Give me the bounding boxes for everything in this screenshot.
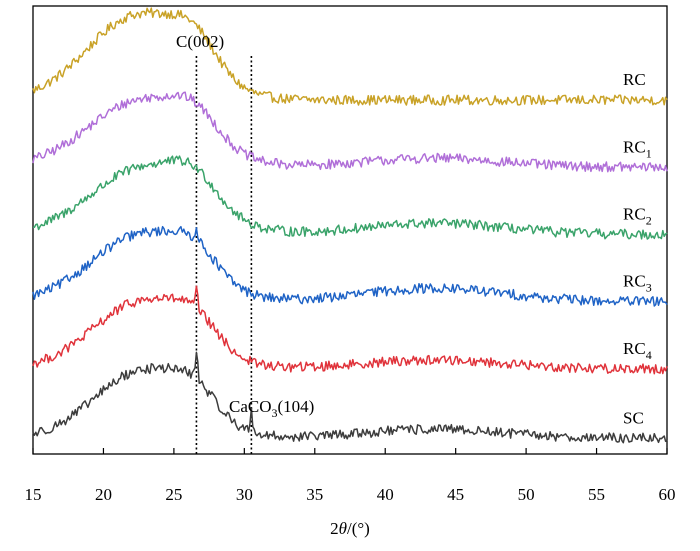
x-tick-label: 35 — [306, 485, 323, 504]
series-label-rc: RC — [623, 70, 646, 89]
caco3-annotation: CaCO3(104) — [229, 397, 314, 420]
x-tick-label: 40 — [377, 485, 394, 504]
series-label-rc1: RC1 — [623, 137, 652, 160]
series-line-rc2 — [32, 155, 668, 240]
series-group — [32, 7, 668, 444]
x-axis-title: 2θ/(°) — [330, 519, 370, 538]
x-tick-label: 45 — [447, 485, 464, 504]
x-tick-label: 25 — [165, 485, 182, 504]
series-labels: RC RC1 RC2 RC3 RC4 SC — [623, 70, 652, 427]
reference-lines — [195, 56, 253, 454]
series-line-rc3 — [32, 225, 668, 307]
series-label-rc2: RC2 — [623, 204, 652, 227]
series-line-sc — [32, 351, 668, 444]
x-tick-label: 20 — [95, 485, 112, 504]
series-label-sc: SC — [623, 408, 644, 427]
series-label-rc3: RC3 — [623, 272, 652, 295]
x-tick-label: 50 — [518, 485, 535, 504]
plot-frame — [32, 5, 668, 455]
x-tick-label: 55 — [588, 485, 605, 504]
c002-annotation: C(002) — [176, 32, 224, 51]
series-label-rc4: RC4 — [623, 339, 652, 362]
series-line-rc — [32, 7, 668, 106]
x-tick-label: 15 — [25, 485, 42, 504]
x-tick-label: 60 — [659, 485, 676, 504]
series-line-rc4 — [32, 285, 668, 375]
x-tick-label: 30 — [236, 485, 253, 504]
series-line-rc1 — [32, 91, 668, 173]
x-axis-ticks: 15 20 25 30 35 40 45 50 55 60 — [25, 448, 676, 504]
